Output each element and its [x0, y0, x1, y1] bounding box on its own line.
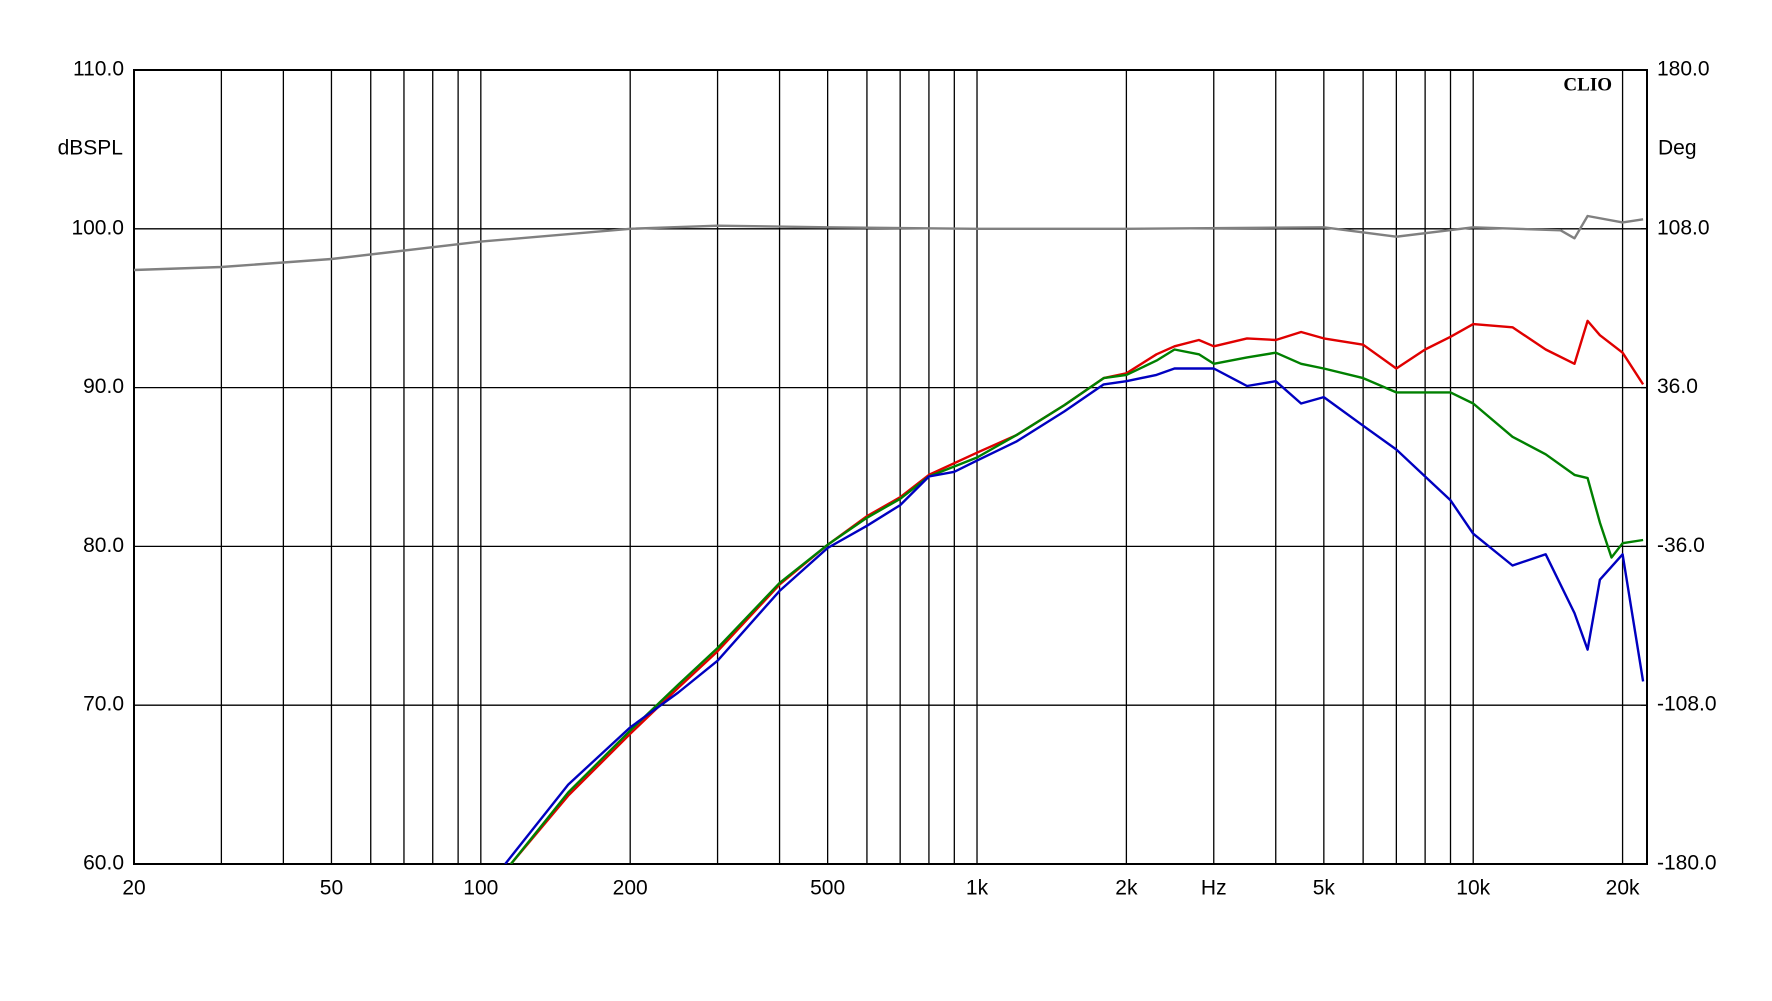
x-tick-label: 10k — [1456, 877, 1490, 900]
x-tick-label: 100 — [463, 877, 498, 900]
y2-tick-label: -36.0 — [1657, 534, 1705, 557]
y2-tick-label: -180.0 — [1657, 852, 1717, 875]
y2-tick-label: 36.0 — [1657, 375, 1698, 398]
x-tick-label: 20 — [122, 877, 145, 900]
x-tick-label: 500 — [810, 877, 845, 900]
y2-axis-label: Deg — [1658, 137, 1697, 160]
y-tick-label: 80.0 — [83, 534, 124, 557]
logo: CLIO — [1563, 74, 1612, 95]
y-tick-label: 70.0 — [83, 693, 124, 716]
x-tick-label: 2k — [1115, 877, 1138, 900]
plot-frame — [133, 69, 1648, 865]
series-line — [134, 214, 1644, 272]
y-tick-label: 60.0 — [83, 852, 124, 875]
y2-tick-label: -108.0 — [1657, 693, 1717, 716]
x-tick-label: 50 — [320, 877, 343, 900]
y-tick-label: 110.0 — [73, 58, 124, 81]
y-tick-label: 90.0 — [83, 375, 124, 398]
y-tick-label: 100.0 — [71, 216, 124, 239]
x-tick-label: 20k — [1606, 877, 1640, 900]
y2-tick-label: 180.0 — [1657, 58, 1710, 81]
series-line — [509, 348, 1644, 864]
x-tick-label: Hz — [1201, 877, 1227, 900]
x-tick-label: 1k — [966, 877, 989, 900]
x-tick-label: 200 — [613, 877, 648, 900]
series-line — [504, 367, 1645, 864]
y2-tick-label: 108.0 — [1657, 216, 1710, 239]
y-axis-label: dBSPL — [58, 137, 123, 160]
x-tick-label: 5k — [1313, 877, 1336, 900]
